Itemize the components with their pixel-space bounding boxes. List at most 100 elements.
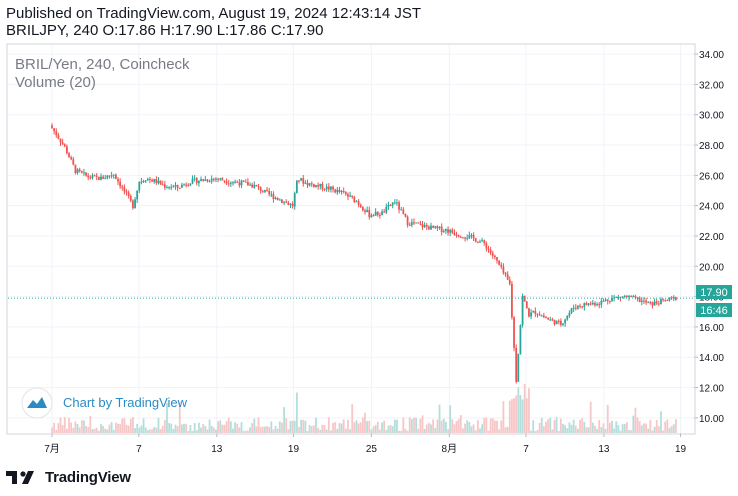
volume-bar bbox=[391, 426, 394, 433]
volume-bar bbox=[121, 418, 124, 433]
volume-bar bbox=[249, 427, 251, 433]
candle-body bbox=[432, 225, 435, 228]
candle-body bbox=[559, 320, 562, 325]
candle-body bbox=[87, 175, 90, 178]
volume-bar bbox=[321, 424, 324, 433]
candle-body bbox=[315, 184, 317, 187]
volume-bar bbox=[487, 430, 490, 433]
volume-bar bbox=[200, 427, 202, 433]
legend-symbol: BRIL/Yen, 240, Coincheck bbox=[15, 56, 190, 73]
volume-bar bbox=[662, 430, 664, 433]
volume-bar bbox=[632, 415, 635, 433]
candle-body bbox=[479, 241, 481, 243]
volume-bar bbox=[372, 426, 375, 433]
candle-body bbox=[604, 299, 607, 301]
candle-body bbox=[572, 307, 575, 309]
volume-bar bbox=[287, 429, 290, 433]
candle-body bbox=[210, 178, 213, 182]
volume-bar bbox=[553, 419, 556, 433]
volume-bar bbox=[542, 426, 545, 433]
candle-body bbox=[255, 184, 258, 187]
volume-bar bbox=[283, 407, 285, 433]
candle-body bbox=[166, 187, 168, 189]
volume-bar bbox=[144, 427, 147, 433]
candle-body bbox=[176, 184, 179, 188]
last-price-badge: 17.90 16:46 bbox=[696, 285, 732, 317]
volume-bar bbox=[240, 422, 243, 433]
candle-body bbox=[74, 164, 77, 173]
candle-body bbox=[419, 223, 422, 225]
candle-body bbox=[640, 300, 643, 303]
candle-body bbox=[80, 171, 83, 173]
volume-bar bbox=[72, 427, 75, 433]
volume-bar bbox=[223, 424, 226, 433]
volume-bar bbox=[176, 426, 179, 433]
volume-bar bbox=[229, 421, 232, 433]
time-axis[interactable]: 7月 7 13 19 25 8月 7 13 19 bbox=[44, 433, 687, 455]
volume-bar bbox=[319, 430, 322, 433]
candle-body bbox=[127, 192, 130, 197]
volume-bar bbox=[445, 421, 447, 433]
candle-body bbox=[270, 194, 273, 196]
volume-bar bbox=[315, 417, 317, 433]
volume-bar bbox=[349, 429, 351, 433]
candle-body bbox=[95, 175, 98, 177]
volume-bar bbox=[234, 422, 237, 433]
candle-body bbox=[449, 229, 452, 233]
candle-body bbox=[104, 177, 107, 179]
candle-body bbox=[483, 240, 486, 244]
volume-bar bbox=[640, 425, 643, 433]
candle-body bbox=[662, 299, 664, 301]
candle-body bbox=[487, 248, 490, 250]
y-tick-label: 30.00 bbox=[699, 111, 724, 122]
volume-bar bbox=[317, 427, 320, 433]
volume-bar bbox=[136, 423, 139, 433]
watermark: Chart by TradingView bbox=[21, 387, 188, 419]
candle-body bbox=[542, 315, 545, 318]
volume-bar bbox=[166, 402, 168, 433]
candle-body bbox=[481, 240, 484, 242]
footer-logo[interactable]: TradingView bbox=[6, 468, 131, 486]
volume-bar bbox=[295, 392, 298, 433]
candle-body bbox=[540, 315, 543, 317]
volume-bar bbox=[368, 420, 371, 433]
candle-body bbox=[295, 180, 298, 194]
candle-body bbox=[379, 215, 381, 217]
x-tick-label: 19 bbox=[675, 444, 687, 455]
candle-body bbox=[117, 179, 119, 182]
candle-body bbox=[51, 125, 53, 129]
candle-body bbox=[129, 196, 132, 201]
candle-body bbox=[244, 181, 247, 183]
volume-bar bbox=[180, 424, 183, 433]
candle-body bbox=[638, 297, 641, 303]
y-tick-label: 28.00 bbox=[699, 141, 724, 152]
candle-body bbox=[628, 296, 630, 298]
candle-body bbox=[114, 174, 117, 180]
volume-bar bbox=[440, 420, 443, 433]
volume-bar bbox=[606, 404, 609, 433]
volume-bar bbox=[347, 419, 349, 433]
candle-body bbox=[466, 238, 469, 240]
candle-body bbox=[68, 153, 70, 158]
candle-body bbox=[223, 180, 226, 182]
candle-body bbox=[566, 316, 569, 320]
candle-body bbox=[470, 234, 473, 236]
volume-bar bbox=[534, 430, 537, 433]
candle-body bbox=[310, 183, 313, 185]
candle-body bbox=[434, 226, 437, 228]
volume-bar bbox=[596, 428, 598, 433]
volume-bar bbox=[608, 422, 611, 433]
volume-bar bbox=[376, 421, 379, 433]
volume-bar bbox=[532, 420, 535, 433]
volume-bar bbox=[63, 417, 66, 433]
candle-body bbox=[472, 234, 475, 239]
price-axis[interactable]: 34.00 32.00 30.00 28.00 26.00 24.00 22.00 20.00… bbox=[694, 50, 724, 425]
legend-volume: Volume (20) bbox=[15, 74, 96, 91]
volume-bar bbox=[355, 420, 358, 433]
candle-body bbox=[530, 312, 532, 317]
volume-bar bbox=[342, 419, 345, 433]
volume-bar bbox=[285, 418, 288, 433]
candle-body bbox=[389, 204, 392, 206]
volume-bar bbox=[577, 428, 579, 433]
